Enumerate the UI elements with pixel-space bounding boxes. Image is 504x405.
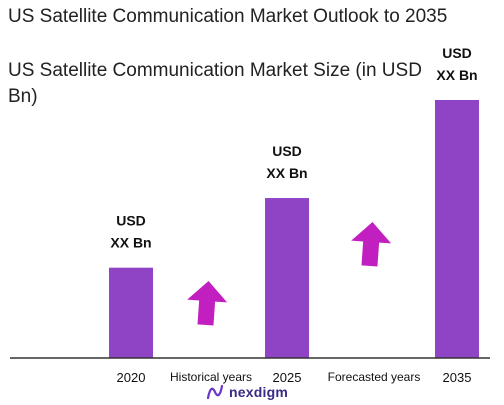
- x-tick-label-2035: 2035: [443, 370, 472, 385]
- value-label-2020-2: XX Bn: [110, 235, 151, 251]
- nexdigm-logo-icon: [206, 384, 224, 400]
- x-tick-label-2020: 2020: [117, 370, 146, 385]
- value-label-2025-2: XX Bn: [266, 165, 307, 181]
- brand-logo: nexdigm: [205, 382, 288, 402]
- bar-2035: [435, 100, 479, 358]
- x-tick-label-2025: 2025: [273, 370, 302, 385]
- forecast-growth-arrow-icon: [351, 222, 392, 267]
- value-label-2020-1: USD: [116, 213, 146, 229]
- brand-name: nexdigm: [229, 384, 288, 400]
- historical-growth-arrow-icon: [187, 281, 228, 326]
- bar-2025: [265, 198, 309, 358]
- value-label-2035-1: USD: [442, 45, 472, 61]
- chart-subtitle: US Satellite Communication Market Size (…: [8, 60, 422, 107]
- period-label-historical: Historical years: [170, 370, 252, 384]
- value-label-2035-2: XX Bn: [436, 67, 477, 83]
- value-label-2025-1: USD: [272, 143, 302, 159]
- bar-2020: [109, 267, 153, 358]
- period-label-forecasted: Forecasted years: [328, 370, 421, 384]
- chart-title: US Satellite Communication Market Outloo…: [8, 6, 448, 27]
